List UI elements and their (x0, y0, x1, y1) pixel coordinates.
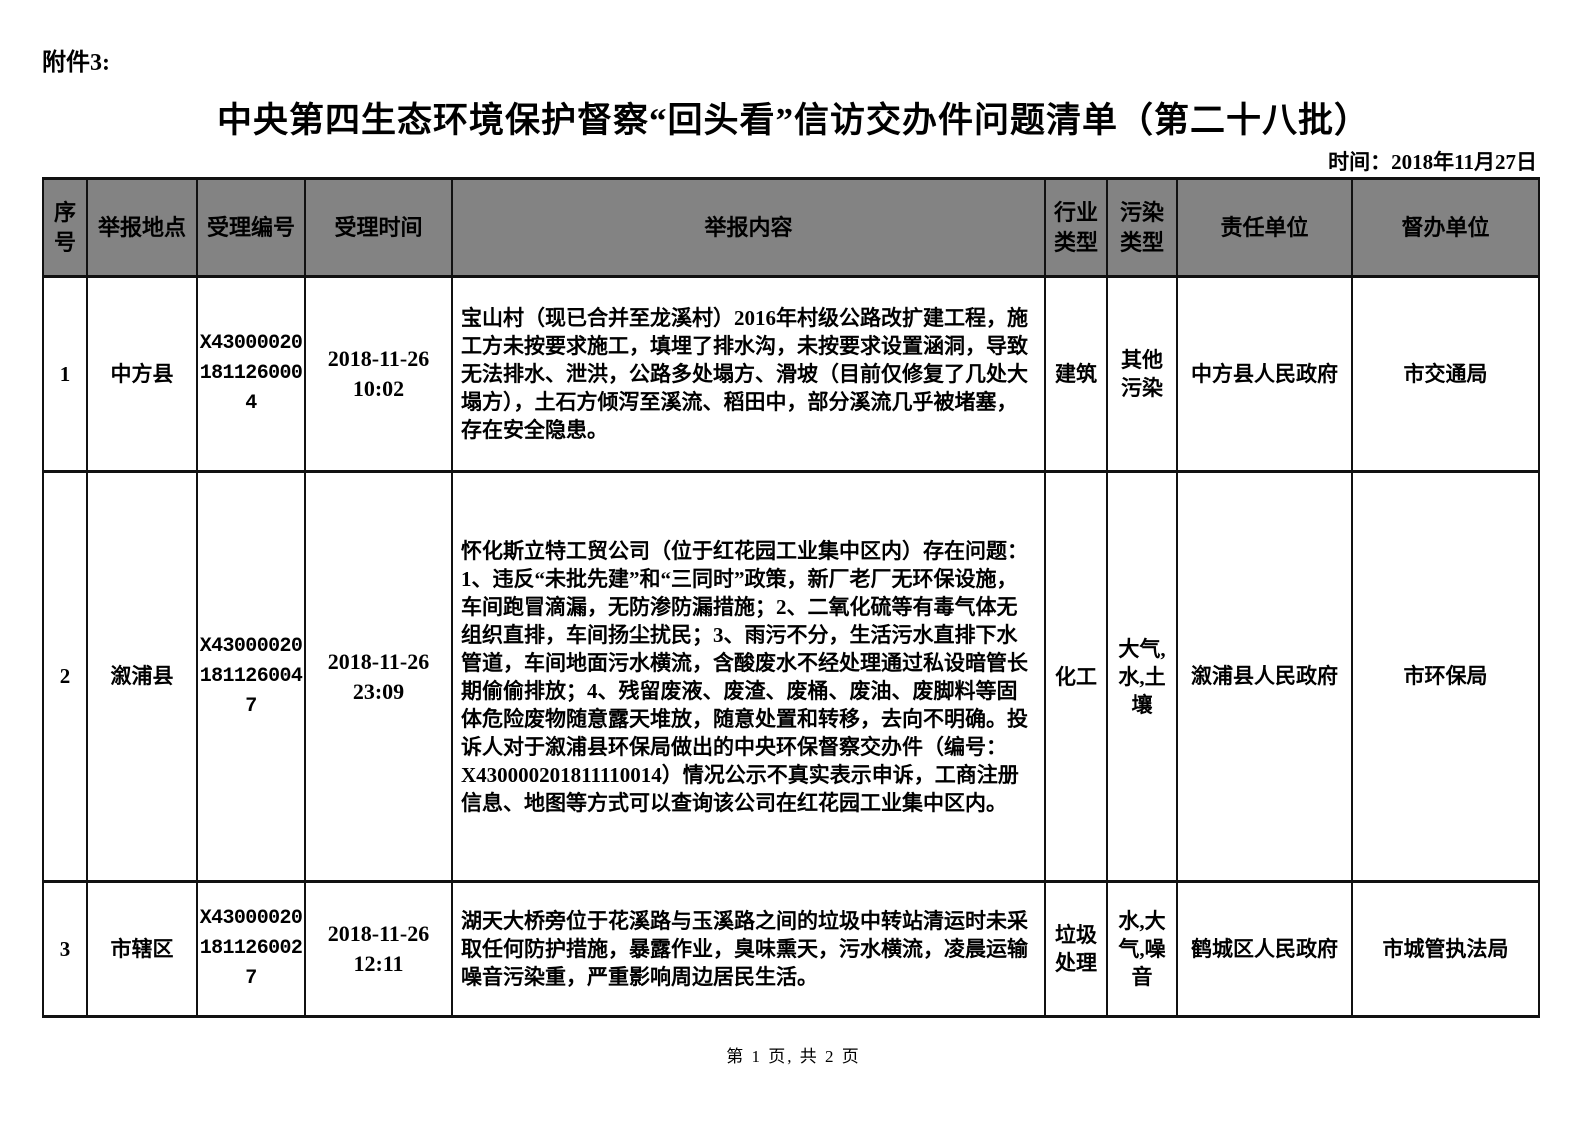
cell-responsible-unit: 鹤城区人民政府 (1176, 880, 1353, 1018)
cell-supervising-unit: 市城管执法局 (1351, 880, 1540, 1018)
col-header-accept-time: 受理时间 (304, 177, 453, 278)
cell-case-no: X430000201811260047 (196, 470, 306, 883)
col-header-pollution: 污染类型 (1106, 177, 1178, 278)
cell-content: 宝山村（现已合并至龙溪村）2016年村级公路改扩建工程，施工方未按要求施工，填埋… (451, 275, 1046, 473)
cell-case-no: X430000201811260004 (196, 275, 306, 473)
cell-accept-time: 2018-11-26 23:09 (304, 470, 453, 883)
col-header-responsible-unit: 责任单位 (1176, 177, 1353, 278)
cell-industry: 垃圾处理 (1044, 880, 1108, 1018)
col-header-content: 举报内容 (451, 177, 1046, 278)
table-row: 3 市辖区 X430000201811260027 2018-11-26 12:… (42, 880, 1540, 1018)
cell-pollution: 水,大气,噪音 (1106, 880, 1178, 1018)
cell-accept-time: 2018-11-26 10:02 (304, 275, 453, 473)
table-row: 1 中方县 X430000201811260004 2018-11-26 10:… (42, 275, 1540, 473)
cell-industry: 建筑 (1044, 275, 1108, 473)
cell-industry: 化工 (1044, 470, 1108, 883)
cell-content: 湖天大桥旁位于花溪路与玉溪路之间的垃圾中转站清运时未采取任何防护措施，暴露作业，… (451, 880, 1046, 1018)
col-header-location: 举报地点 (86, 177, 198, 278)
page-number-footer: 第 1 页, 共 2 页 (726, 1047, 861, 1066)
col-header-seq: 序号 (42, 177, 88, 278)
date-label: 时间：2018年11月27日 (1328, 150, 1537, 174)
cell-location: 市辖区 (86, 880, 198, 1018)
cell-seq: 2 (42, 470, 88, 883)
table-header-row: 序号 举报地点 受理编号 受理时间 举报内容 行业类型 污染类型 责任单位 督办… (42, 177, 1540, 278)
page-title: 中央第四生态环境保护督察“回头看”信访交办件问题清单（第二十八批） (216, 101, 1370, 140)
cell-supervising-unit: 市环保局 (1351, 470, 1540, 883)
complaints-table: 序号 举报地点 受理编号 受理时间 举报内容 行业类型 污染类型 责任单位 督办… (42, 177, 1540, 1018)
cell-case-no: X430000201811260027 (196, 880, 306, 1018)
cell-pollution: 大气,水,土壤 (1106, 470, 1178, 883)
cell-pollution: 其他污染 (1106, 275, 1178, 473)
cell-location: 溆浦县 (86, 470, 198, 883)
cell-seq: 3 (42, 880, 88, 1018)
cell-content: 怀化斯立特工贸公司（位于红花园工业集中区内）存在问题：1、违反“未批先建”和“三… (451, 470, 1046, 883)
table-row: 2 溆浦县 X430000201811260047 2018-11-26 23:… (42, 470, 1540, 883)
cell-responsible-unit: 中方县人民政府 (1176, 275, 1353, 473)
cell-supervising-unit: 市交通局 (1351, 275, 1540, 473)
col-header-case-no: 受理编号 (196, 177, 306, 278)
col-header-supervising-unit: 督办单位 (1351, 177, 1540, 278)
cell-accept-time: 2018-11-26 12:11 (304, 880, 453, 1018)
cell-location: 中方县 (86, 275, 198, 473)
attachment-label: 附件3: (42, 50, 110, 76)
cell-responsible-unit: 溆浦县人民政府 (1176, 470, 1353, 883)
cell-seq: 1 (42, 275, 88, 473)
col-header-industry: 行业类型 (1044, 177, 1108, 278)
